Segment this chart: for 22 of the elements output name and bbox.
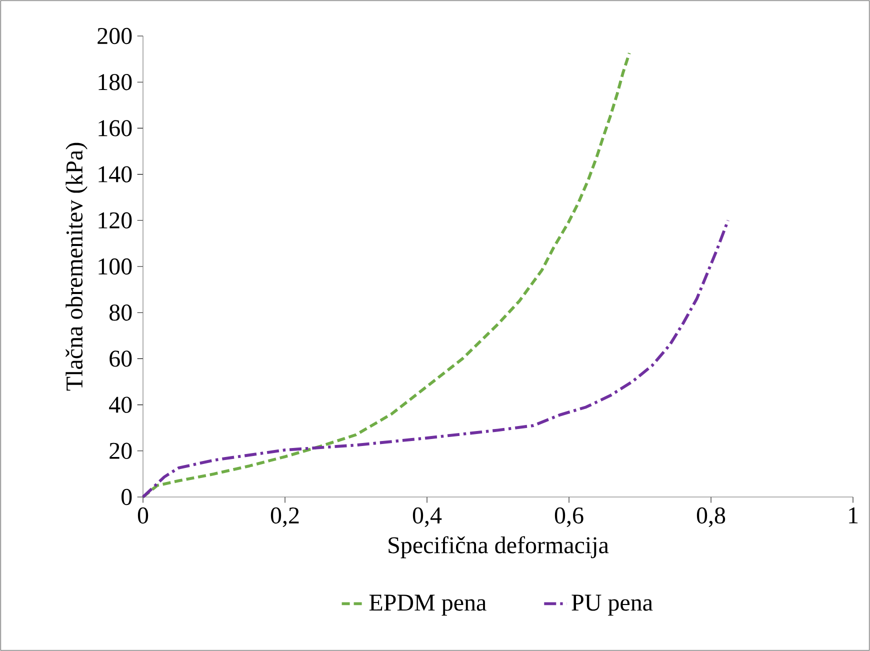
x-tick-label: 0,2: [270, 507, 299, 528]
y-tick-label: 140: [98, 166, 132, 182]
y-axis-title: Tlačna obremenitev (kPa): [66, 142, 88, 391]
y-tick-label: 120: [98, 212, 132, 228]
y-tick-label: 180: [98, 74, 132, 90]
x-tick-label: 0,4: [412, 507, 442, 528]
x-tick-label: 1: [849, 507, 858, 524]
y-tick-label: 20: [110, 442, 132, 459]
line-series: [142, 218, 730, 498]
y-tick-label: 60: [110, 350, 132, 367]
x-tick-label: 0,8: [696, 507, 726, 528]
legend-label: PU pena: [572, 594, 653, 616]
x-axis-title: Specifična deformacija: [388, 536, 609, 558]
x-tick-label: 0,6: [554, 507, 584, 528]
y-tick-label: 80: [110, 304, 132, 321]
y-tick-label: 40: [109, 396, 132, 413]
legend-label: EPDM pena: [369, 594, 486, 616]
y-tick-label: 0: [122, 488, 132, 506]
x-tick-label: 0: [138, 507, 148, 524]
y-tick-label: 200: [98, 28, 132, 44]
y-tick-label: 160: [98, 120, 132, 136]
y-tick-label: 100: [98, 258, 132, 275]
